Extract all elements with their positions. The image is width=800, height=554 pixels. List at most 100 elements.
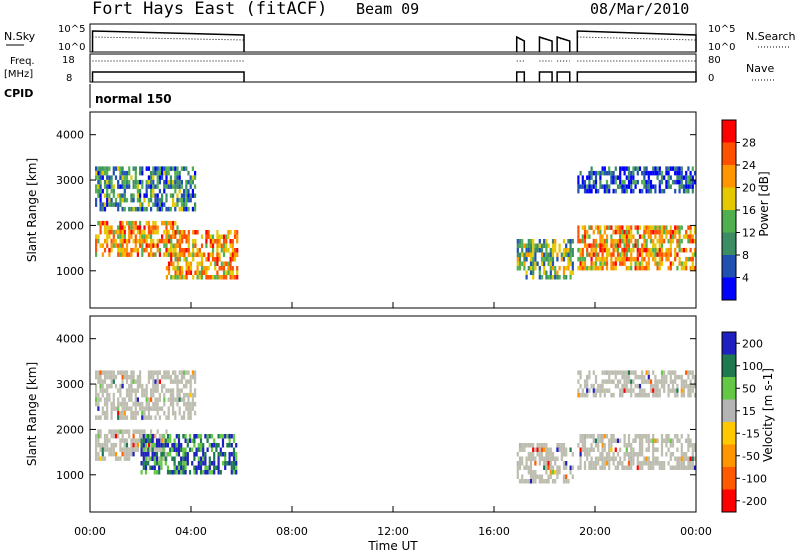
data-cell: [641, 465, 644, 470]
data-cell: [128, 184, 131, 189]
data-cell: [645, 179, 648, 185]
data-cell: [163, 202, 166, 207]
data-cell: [654, 166, 657, 171]
data-cell: [103, 388, 107, 393]
data-cell: [534, 479, 537, 484]
colorbar-segment: [722, 187, 736, 210]
data-cell: [114, 166, 118, 171]
data-cell: [147, 397, 150, 402]
data-cell: [147, 438, 150, 443]
data-cell: [174, 379, 177, 384]
data-cell: [612, 243, 615, 248]
data-cell: [554, 461, 557, 466]
data-cell: [693, 447, 697, 452]
data-cell: [178, 406, 181, 411]
data-cell: [671, 229, 675, 235]
data-cell: [187, 193, 190, 198]
data-cell: [130, 383, 133, 389]
data-cell: [128, 179, 131, 185]
data-cell: [680, 170, 683, 176]
data-cell: [621, 383, 624, 389]
data-cell: [581, 392, 584, 398]
data-cell: [549, 474, 552, 479]
data-cell: [525, 456, 528, 461]
data-cell: [674, 388, 677, 393]
data-cell: [132, 429, 135, 434]
data-cell: [687, 388, 690, 393]
data-cell: [150, 429, 153, 434]
data-cell: [579, 465, 582, 470]
data-cell: [551, 239, 555, 244]
data-cell: [680, 434, 683, 439]
data-cell: [193, 465, 196, 470]
data-cell: [95, 451, 98, 457]
data-cell: [165, 175, 168, 180]
data-cell: [195, 447, 198, 452]
data-cell: [523, 266, 526, 271]
data-cell: [142, 438, 145, 443]
data-cell: [612, 261, 615, 266]
data-cell: [577, 188, 580, 194]
data-cell: [678, 166, 681, 171]
data-cell: [616, 225, 620, 230]
data-cell: [141, 206, 144, 212]
data-cell: [171, 470, 174, 475]
data-cell: [189, 197, 192, 203]
data-cell: [658, 379, 661, 384]
data-cell: [623, 243, 626, 248]
data-cell: [534, 248, 537, 253]
data-cell: [525, 443, 528, 448]
data-cell: [156, 238, 159, 244]
data-cell: [132, 410, 135, 416]
data-cell: [101, 447, 104, 452]
data-cell: [147, 225, 150, 230]
data-cell: [141, 392, 144, 398]
colorbar-segment: [722, 232, 736, 255]
data-cell: [634, 392, 637, 398]
data-cell: [121, 170, 124, 176]
data-cell: [207, 266, 210, 271]
data-cell: [174, 275, 177, 280]
data-cell: [687, 234, 690, 239]
data-cell: [222, 261, 226, 266]
data-cell: [627, 238, 631, 244]
data-cell: [676, 383, 679, 389]
data-cell: [592, 252, 595, 257]
data-cell: [174, 175, 177, 180]
data-cell: [178, 179, 181, 185]
data-cell: [134, 170, 137, 176]
data-cell: [152, 370, 155, 375]
data-cell: [687, 465, 690, 470]
data-cell: [689, 184, 692, 189]
data-cell: [630, 179, 633, 185]
data-cell: [678, 234, 681, 239]
data-cell: [625, 388, 628, 393]
data-cell: [571, 465, 574, 470]
data-cell: [236, 266, 239, 271]
data-cell: [680, 388, 683, 393]
data-cell: [643, 379, 646, 384]
data-cell: [139, 166, 142, 171]
data-cell: [625, 447, 628, 452]
data-cell: [660, 465, 664, 470]
data-cell: [603, 434, 606, 439]
data-cell: [608, 170, 611, 176]
data-cell: [152, 166, 155, 171]
data-cell: [136, 388, 139, 393]
data-cell: [616, 256, 620, 262]
data-cell: [577, 265, 580, 271]
data-cell: [176, 175, 179, 180]
data-cell: [200, 234, 204, 239]
data-cell: [638, 447, 642, 452]
data-cell: [154, 406, 157, 411]
data-cell: [196, 230, 199, 235]
data-cell: [106, 442, 109, 448]
data-cell: [627, 379, 631, 384]
data-cell: [594, 261, 598, 266]
data-cell: [645, 243, 648, 248]
data-cell: [594, 170, 598, 176]
data-cell: [623, 443, 626, 448]
data-cell: [689, 234, 692, 239]
data-cell: [685, 265, 688, 271]
data-cell: [161, 197, 164, 203]
